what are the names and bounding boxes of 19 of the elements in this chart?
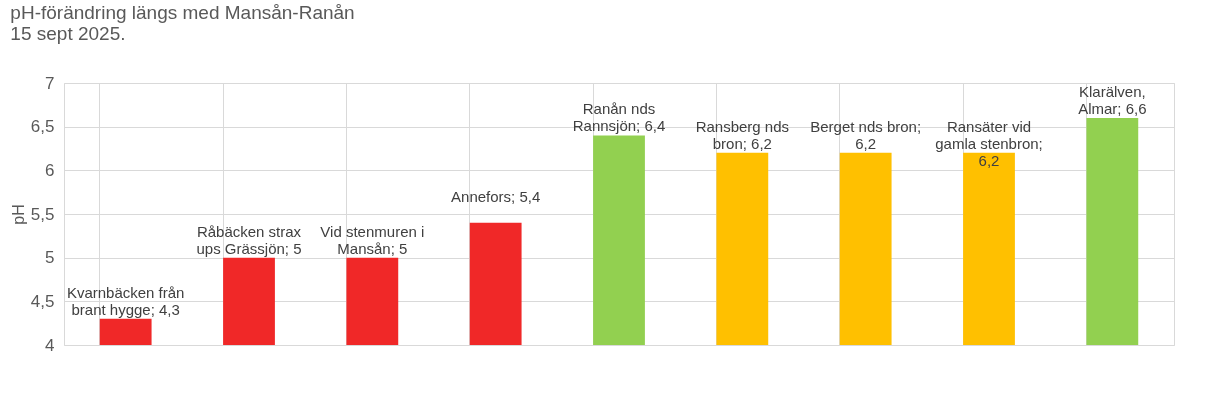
y-tick-label: 5,5 — [30, 204, 55, 224]
data-label: Klarälven, Almar; 6,6 — [1078, 82, 1147, 117]
chart-subtitle: 15 sept 2025. — [10, 23, 126, 44]
data-label: Ransäter vid gamla stenbron; 6,2 — [935, 117, 1043, 169]
y-tick-label: 6,5 — [30, 117, 55, 137]
y-tick-label: 7 — [45, 73, 55, 93]
y-axis-title: pH — [9, 204, 27, 225]
data-label: Råbäcken strax ups Grässjön; 5 — [196, 222, 302, 257]
chart-title: pH-förändring längs med Mansån-Ranån — [10, 2, 355, 23]
data-label: Berget nds bron; 6,2 — [810, 117, 922, 152]
y-tick-label: 4 — [45, 335, 55, 355]
y-tick-label: 6 — [45, 160, 55, 180]
data-label: Annefors; 5,4 — [451, 187, 541, 205]
data-label: Kvarnbäcken från brant hygge; 4,3 — [66, 283, 185, 318]
data-label: Vid stenmuren i Mansån; 5 — [320, 222, 425, 257]
y-tick-label: 5 — [45, 248, 55, 268]
y-tick-label: 4,5 — [30, 291, 55, 311]
data-label: Ranån nds Rannsjön; 6,4 — [572, 100, 666, 135]
data-label: Ransberg nds bron; 6,2 — [695, 117, 790, 152]
